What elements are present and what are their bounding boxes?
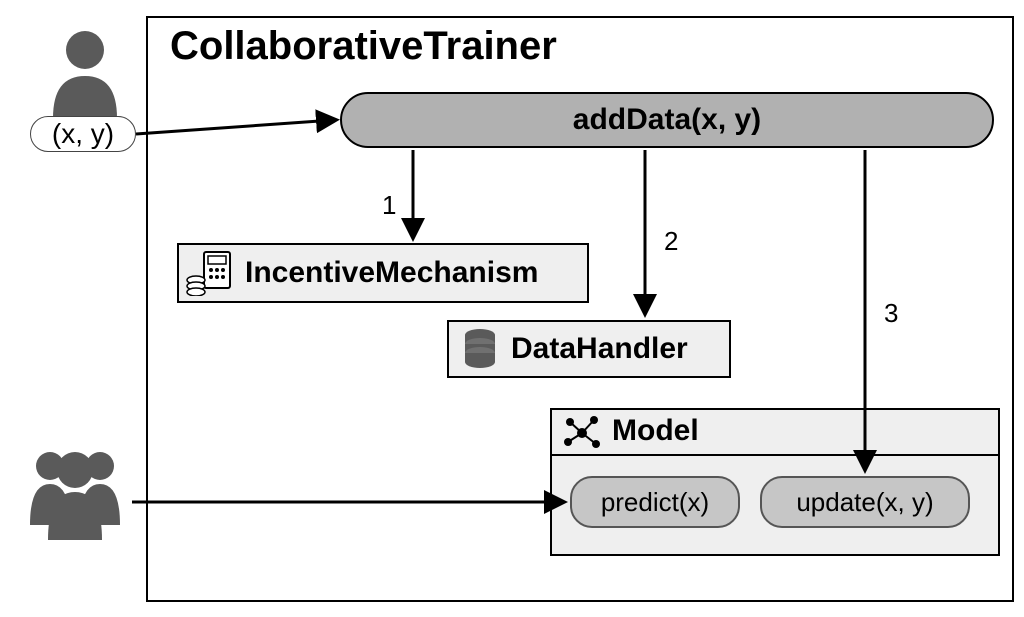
edge-group-to-predict bbox=[0, 0, 1024, 617]
